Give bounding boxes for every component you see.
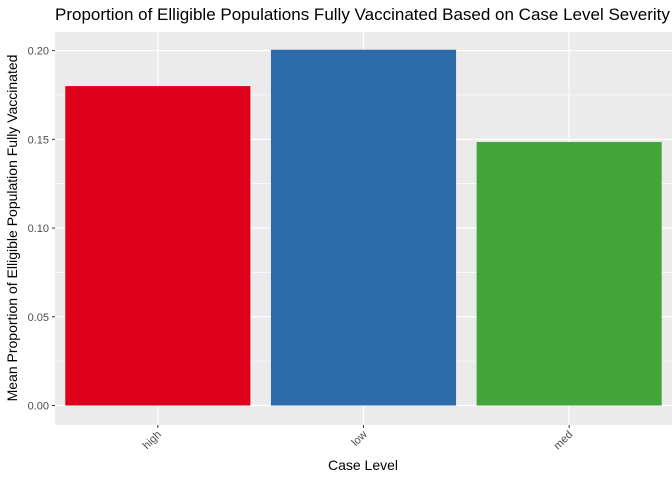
y-tick-label: 0.05 — [28, 312, 49, 324]
y-tick-label: 0.15 — [28, 134, 49, 146]
y-axis-ticks: 0.00 0.05 0.10 0.15 0.20 — [28, 46, 55, 412]
x-tick-label: med — [552, 429, 576, 453]
bar-low — [270, 49, 457, 406]
x-axis-title: Case Level — [328, 457, 398, 473]
bars — [65, 49, 662, 406]
chart-title: Proportion of Elligible Populations Full… — [55, 5, 670, 24]
x-axis-ticks: high low med — [141, 425, 576, 453]
y-tick-label: 0.20 — [28, 46, 49, 58]
y-tick-label: 0.10 — [28, 223, 49, 235]
x-tick-label: high — [141, 429, 164, 452]
bar-med — [476, 142, 662, 406]
y-axis-title: Mean Proportion of Elligible Population … — [4, 55, 20, 402]
x-tick-label: low — [349, 429, 369, 449]
y-tick-label: 0.00 — [28, 400, 49, 412]
bar-high — [65, 86, 251, 406]
